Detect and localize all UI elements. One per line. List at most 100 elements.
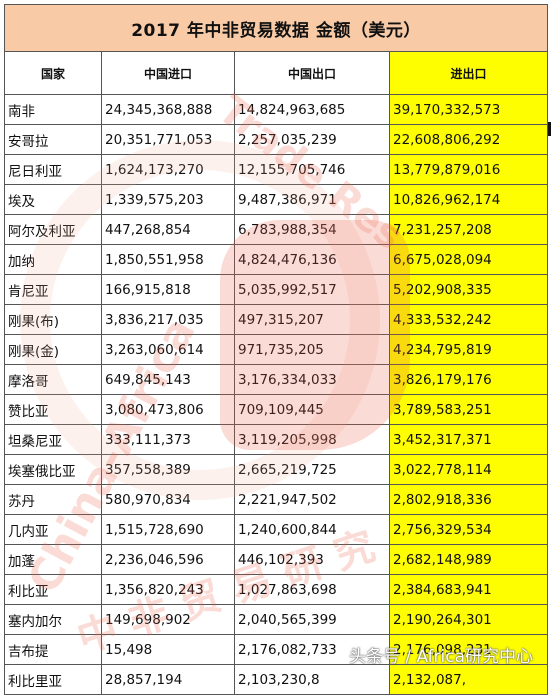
table-row: 坦桑尼亚 333,111,373 3,119,205,998 3,452,317,37… bbox=[4, 424, 549, 455]
cell-imports: 1,850,551,958 bbox=[101, 244, 235, 275]
cell-total: 2,384,683,941 bbox=[388, 574, 549, 605]
cell-exports: 12,155,705,746 bbox=[234, 154, 390, 185]
cell-exports: 2,103,230,8 bbox=[234, 664, 390, 695]
table-row: 加纳 1,850,551,958 4,824,476,136 6,675,028,09… bbox=[4, 244, 549, 275]
cell-country: 尼日利亚 bbox=[4, 154, 102, 185]
trade-table-container: 2017 年中非贸易数据 金额（美元） 国家 中国进口 中国出口 进出口 南非 2… bbox=[3, 4, 549, 695]
cell-exports: 497,315,207 bbox=[234, 304, 390, 335]
cell-imports: 1,356,820,243 bbox=[101, 574, 235, 605]
table-row: 摩洛哥 649,845,143 3,176,334,033 3,826,179,176 bbox=[4, 364, 549, 395]
cell-exports: 2,040,565,399 bbox=[234, 604, 390, 635]
cell-total: 6,675,028,094 bbox=[388, 244, 549, 275]
cell-exports: 971,735,205 bbox=[234, 334, 390, 365]
table-row: 塞内加尔 149,698,902 2,040,565,399 2,190,264,30… bbox=[4, 604, 549, 635]
cell-country: 摩洛哥 bbox=[4, 364, 102, 395]
table-title: 2017 年中非贸易数据 金额（美元） bbox=[3, 4, 549, 52]
cell-country: 坦桑尼亚 bbox=[4, 424, 102, 455]
cell-imports: 1,339,575,203 bbox=[101, 184, 235, 215]
table-row: 南非 24,345,368,888 14,824,963,685 39,170,332… bbox=[4, 94, 549, 125]
edge-mark bbox=[548, 122, 551, 136]
cell-total: 2,802,918,336 bbox=[388, 484, 549, 515]
footer-caption: 头条号 / Africa研究中心 bbox=[348, 647, 533, 667]
table-row: 埃及 1,339,575,203 9,487,386,971 10,826,962,1… bbox=[4, 184, 549, 215]
cell-country: 埃及 bbox=[4, 184, 102, 215]
cell-total: 4,333,532,242 bbox=[388, 304, 549, 335]
cell-country: 加蓬 bbox=[4, 544, 102, 575]
cell-total: 10,826,962,174 bbox=[388, 184, 549, 215]
table-row: 埃塞俄比亚 357,558,389 2,665,219,725 3,022,778,1… bbox=[4, 454, 549, 485]
cell-imports: 333,111,373 bbox=[101, 424, 235, 455]
table-row: 安哥拉 20,351,771,053 2,257,035,239 22,608,806… bbox=[4, 124, 549, 155]
cell-country: 刚果(金) bbox=[4, 334, 102, 365]
cell-country: 几内亚 bbox=[4, 514, 102, 545]
cell-total: 7,231,257,208 bbox=[388, 214, 549, 245]
table-row: 阿尔及利亚 447,268,854 6,783,988,354 7,231,257,2… bbox=[4, 214, 549, 245]
cell-imports: 2,236,046,596 bbox=[101, 544, 235, 575]
cell-exports: 3,119,205,998 bbox=[234, 424, 390, 455]
cell-total: 2,132,087, bbox=[388, 664, 549, 695]
cell-total: 2,756,329,534 bbox=[388, 514, 549, 545]
cell-country: 安哥拉 bbox=[4, 124, 102, 155]
cell-imports: 166,915,818 bbox=[101, 274, 235, 305]
cell-imports: 357,558,389 bbox=[101, 454, 235, 485]
cell-exports: 1,240,600,844 bbox=[234, 514, 390, 545]
cell-exports: 709,109,445 bbox=[234, 394, 390, 425]
cell-total: 5,202,908,335 bbox=[388, 274, 549, 305]
cell-imports: 3,263,060,614 bbox=[101, 334, 235, 365]
cell-total: 3,022,778,114 bbox=[388, 454, 549, 485]
cell-country: 吉布提 bbox=[4, 634, 102, 665]
cell-country: 塞内加尔 bbox=[4, 604, 102, 635]
cell-imports: 1,515,728,690 bbox=[101, 514, 235, 545]
cell-country: 加纳 bbox=[4, 244, 102, 275]
cell-total: 22,608,806,292 bbox=[388, 124, 549, 155]
cell-imports: 447,268,854 bbox=[101, 214, 235, 245]
header-exports: 中国出口 bbox=[234, 51, 390, 95]
cell-exports: 4,824,476,136 bbox=[234, 244, 390, 275]
cell-exports: 2,257,035,239 bbox=[234, 124, 390, 155]
cell-imports: 649,845,143 bbox=[101, 364, 235, 395]
table-row: 加蓬 2,236,046,596 446,102,393 2,682,148,989 bbox=[4, 544, 549, 575]
cell-country: 刚果(布) bbox=[4, 304, 102, 335]
table-row: 尼日利亚 1,624,173,270 12,155,705,746 13,779,87… bbox=[4, 154, 549, 185]
cell-total: 4,234,795,819 bbox=[388, 334, 549, 365]
cell-imports: 1,624,173,270 bbox=[101, 154, 235, 185]
cell-imports: 3,836,217,035 bbox=[101, 304, 235, 335]
table-row: 赞比亚 3,080,473,806 709,109,445 3,789,583,251 bbox=[4, 394, 549, 425]
cell-exports: 9,487,386,971 bbox=[234, 184, 390, 215]
cell-total: 13,779,879,016 bbox=[388, 154, 549, 185]
header-country: 国家 bbox=[4, 51, 102, 95]
table-row: 利比里亚 28,857,194 2,103,230,8 2,132,087, bbox=[4, 664, 549, 695]
cell-imports: 24,345,368,888 bbox=[101, 94, 235, 125]
cell-total: 3,789,583,251 bbox=[388, 394, 549, 425]
cell-total: 3,452,317,371 bbox=[388, 424, 549, 455]
table-row: 几内亚 1,515,728,690 1,240,600,844 2,756,329,5… bbox=[4, 514, 549, 545]
cell-imports: 149,698,902 bbox=[101, 604, 235, 635]
table-body: 南非 24,345,368,888 14,824,963,685 39,170,332… bbox=[4, 94, 549, 695]
table-row: 肯尼亚 166,915,818 5,035,992,517 5,202,908,335 bbox=[4, 274, 549, 305]
header-total: 进出口 bbox=[388, 51, 549, 95]
cell-country: 苏丹 bbox=[4, 484, 102, 515]
cell-total: 2,682,148,989 bbox=[388, 544, 549, 575]
cell-total: 2,190,264,301 bbox=[388, 604, 549, 635]
cell-exports: 3,176,334,033 bbox=[234, 364, 390, 395]
cell-imports: 580,970,834 bbox=[101, 484, 235, 515]
table-row: 刚果(布) 3,836,217,035 497,315,207 4,333,532,2… bbox=[4, 304, 549, 335]
cell-imports: 28,857,194 bbox=[101, 664, 235, 695]
cell-exports: 446,102,393 bbox=[234, 544, 390, 575]
table-row: 刚果(金) 3,263,060,614 971,735,205 4,234,795,8… bbox=[4, 334, 549, 365]
cell-exports: 1,027,863,698 bbox=[234, 574, 390, 605]
cell-exports: 14,824,963,685 bbox=[234, 94, 390, 125]
table-row: 利比亚 1,356,820,243 1,027,863,698 2,384,683,9… bbox=[4, 574, 549, 605]
table-row: 苏丹 580,970,834 2,221,947,502 2,802,918,336 bbox=[4, 484, 549, 515]
cell-exports: 6,783,988,354 bbox=[234, 214, 390, 245]
header-row: 国家 中国进口 中国出口 进出口 bbox=[4, 51, 549, 95]
cell-exports: 5,035,992,517 bbox=[234, 274, 390, 305]
cell-total: 3,826,179,176 bbox=[388, 364, 549, 395]
cell-total: 39,170,332,573 bbox=[388, 94, 549, 125]
cell-country: 赞比亚 bbox=[4, 394, 102, 425]
cell-country: 肯尼亚 bbox=[4, 274, 102, 305]
header-imports: 中国进口 bbox=[101, 51, 235, 95]
cell-country: 阿尔及利亚 bbox=[4, 214, 102, 245]
cell-country: 利比里亚 bbox=[4, 664, 102, 695]
table-row: 吉布提 15,498 2,176,082,733 2,176,098,231 bbox=[4, 634, 549, 665]
